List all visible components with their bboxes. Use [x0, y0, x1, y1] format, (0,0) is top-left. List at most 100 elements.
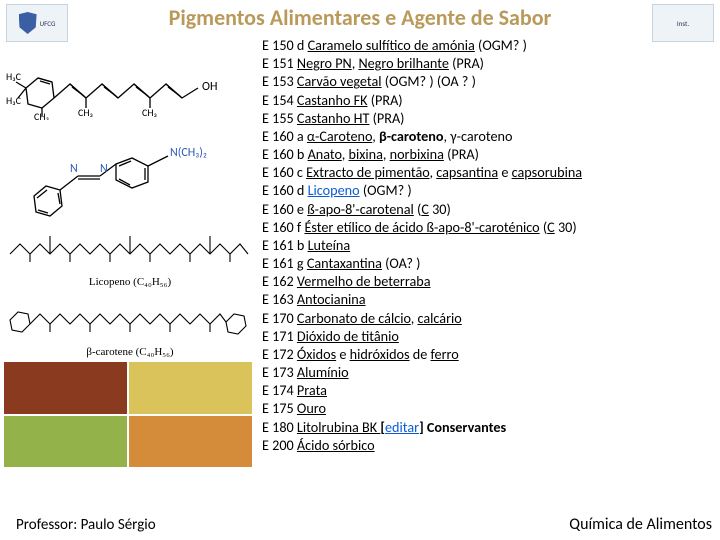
- list-part: Prata: [297, 381, 327, 399]
- svg-text:H₃C: H₃C: [6, 70, 22, 83]
- logo-left-text: UFCG: [40, 19, 56, 28]
- list-part: Éster etílico de ácido ß-apo-8'-caroténi…: [304, 218, 539, 236]
- list-part: 30): [429, 200, 451, 218]
- svg-text:CH₃: CH₃: [142, 106, 157, 119]
- e-code: E 160 f: [262, 218, 304, 236]
- list-part: norbixina: [390, 145, 444, 163]
- list-row: E 151 Negro PN, Negro brilhante (PRA): [262, 54, 718, 72]
- e-code: E 151: [262, 54, 297, 72]
- list-row: E 163 Antocianina: [262, 290, 718, 308]
- list-part: Negro PN: [297, 54, 352, 72]
- list-part: α-Caroteno: [307, 127, 372, 145]
- list-part: Carvão vegetal: [297, 72, 382, 90]
- additive-list: E 150 d Caramelo sulfítico de amónia (OG…: [262, 36, 718, 454]
- e-code: E 154: [262, 91, 297, 109]
- chem-structure-betacarotene: [4, 292, 252, 342]
- e-code: E 171: [262, 327, 297, 345]
- list-part: Carbonato de cálcio: [297, 309, 411, 327]
- list-part: Castanho FK: [297, 91, 368, 109]
- list-part: ,: [372, 127, 379, 145]
- list-row: E 153 Carvão vegetal (OGM? ) (OA ? ): [262, 72, 718, 90]
- e-code: E 153: [262, 72, 297, 90]
- e-code: E 160 d: [262, 181, 308, 199]
- e-code: E 160 a: [262, 127, 307, 145]
- e-code: E 172: [262, 345, 297, 363]
- chem-structure-azo: N N N(CH₃)₂: [4, 124, 252, 220]
- list-row: E 161 b Luteína: [262, 236, 718, 254]
- list-part: Licopeno: [308, 181, 360, 199]
- list-part: Castanho HT: [297, 109, 369, 127]
- list-row: E 171 Dióxido de titânio: [262, 327, 718, 345]
- e-code: E 160 b: [262, 145, 308, 163]
- e-code: E 175: [262, 399, 297, 417]
- e-code: E 180: [262, 418, 297, 436]
- svg-text:N(CH₃)₂: N(CH₃)₂: [170, 146, 207, 160]
- e-code: E 150 d: [262, 36, 308, 54]
- list-row: E 150 d Caramelo sulfítico de amónia (OG…: [262, 36, 718, 54]
- list-part: Ácido sórbico: [297, 436, 375, 454]
- e-code: E 161 g: [262, 254, 307, 272]
- professor-label: Professor: Paulo Sérgio: [16, 516, 156, 534]
- betacarotene-caption: β-carotene (C₄₀H₅₆): [4, 346, 256, 358]
- list-row: E 155 Castanho HT (PRA): [262, 109, 718, 127]
- list-part: ß-apo-8'-carotenal: [307, 200, 414, 218]
- list-part: C: [547, 218, 555, 236]
- list-part: Conservantes: [424, 418, 506, 436]
- e-code: E 161 b: [262, 236, 308, 254]
- list-part: Dióxido de titânio: [297, 327, 399, 345]
- list-part: Luteína: [308, 236, 351, 254]
- list-row: E 154 Castanho FK (PRA): [262, 91, 718, 109]
- e-code: E 170: [262, 309, 297, 327]
- food-collage: [4, 362, 252, 467]
- food-quadrant-3: [4, 416, 127, 468]
- list-part: Ouro: [297, 399, 326, 417]
- chem-structure-licopeno: [4, 224, 252, 272]
- e-code: E 173: [262, 363, 297, 381]
- list-row: E 162 Vermelho de beterraba: [262, 272, 718, 290]
- list-part: de: [410, 345, 431, 363]
- list-row: E 175 Ouro: [262, 399, 718, 417]
- list-part: Óxidos: [297, 345, 336, 363]
- list-row: E 160 e ß-apo-8'-carotenal (C 30): [262, 200, 718, 218]
- list-part: Antocianina: [297, 290, 366, 308]
- list-part: Negro brilhante: [358, 54, 448, 72]
- list-part: ferro: [431, 345, 459, 363]
- svg-text:H₃C: H₃C: [6, 94, 22, 107]
- list-row: E 173 Alumínio: [262, 363, 718, 381]
- list-part: Extracto de pimentão: [306, 163, 429, 181]
- list-part: capsorubina: [512, 163, 582, 181]
- licopeno-caption: Licopeno (C₄₀H₅₆): [4, 276, 256, 288]
- list-part: (OGM? ): [475, 36, 527, 54]
- svg-text:N: N: [70, 162, 78, 176]
- e-code: E 160 c: [262, 163, 306, 181]
- list-row: E 160 a α-Caroteno, β-caroteno, γ-carote…: [262, 127, 718, 145]
- list-row: E 200 Ácido sórbico: [262, 436, 718, 454]
- list-row: E 174 Prata: [262, 381, 718, 399]
- list-row: E 161 g Cantaxantina (OA? ): [262, 254, 718, 272]
- list-part: e: [498, 163, 511, 181]
- e-code: E 162: [262, 272, 297, 290]
- svg-text:OH: OH: [202, 80, 217, 94]
- food-quadrant-1: [4, 362, 127, 414]
- list-part: Caramelo sulfítico de amónia: [308, 36, 475, 54]
- list-part: (OGM? ) (OA ? ): [382, 72, 476, 90]
- list-part: β-caroteno: [379, 127, 444, 145]
- list-part: hidróxidos: [350, 345, 410, 363]
- list-part: (PRA): [444, 145, 479, 163]
- list-part: bixina: [349, 145, 383, 163]
- shield-icon: [19, 12, 37, 34]
- food-quadrant-4: [129, 416, 252, 468]
- list-part: capsantina: [436, 163, 498, 181]
- svg-text:N: N: [100, 162, 108, 176]
- left-column: H₃C H₃C CH₃ CH₃ CH₃ OH: [4, 50, 256, 530]
- list-row: E 170 Carbonato de cálcio, calcário: [262, 309, 718, 327]
- list-part: (OA? ): [382, 254, 421, 272]
- list-row: E 160 b Anato, bixina, norbixina (PRA): [262, 145, 718, 163]
- list-row: E 160 f Éster etílico de ácido ß-apo-8'-…: [262, 218, 718, 236]
- food-quadrant-2: [129, 362, 252, 414]
- list-row: E 160 d Licopeno (OGM? ): [262, 181, 718, 199]
- list-part: Vermelho de beterraba: [297, 272, 431, 290]
- list-part: Anato: [308, 145, 342, 163]
- svg-text:CH₃: CH₃: [34, 110, 49, 120]
- list-part: calcário: [417, 309, 461, 327]
